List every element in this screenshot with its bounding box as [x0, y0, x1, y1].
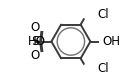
Text: Cl: Cl	[97, 8, 109, 21]
Text: OH: OH	[102, 35, 120, 48]
Text: O: O	[31, 21, 40, 34]
Text: S: S	[31, 35, 40, 48]
Text: O: O	[31, 49, 40, 62]
Text: Cl: Cl	[97, 62, 109, 75]
Text: HO: HO	[28, 35, 45, 48]
